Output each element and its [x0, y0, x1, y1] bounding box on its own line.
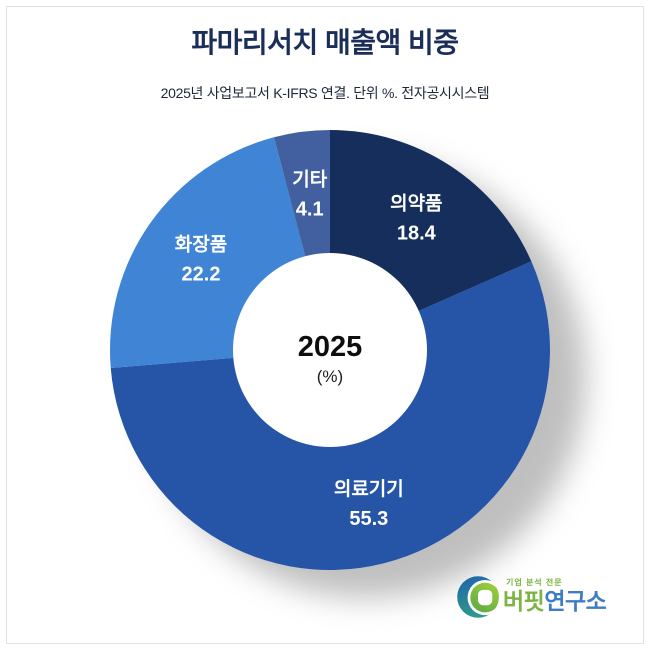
- slice-value: 4.1: [296, 198, 324, 220]
- slice-labels: 의약품 18.4 의료기기 55.3 화장품 22.2 기타 4.1: [175, 168, 443, 530]
- slice-value: 22.2: [182, 264, 221, 286]
- logo-name-green: 버핏: [503, 588, 545, 614]
- slice-label: 의료기기: [334, 478, 404, 500]
- center-unit-label: (%): [317, 367, 343, 386]
- center-year-label: 2025: [298, 331, 363, 363]
- buffett-lab-logo: 기업 분석 전문 버핏연구소: [456, 575, 607, 619]
- logo-name-blue: 연구소: [544, 588, 607, 614]
- slice-value: 18.4: [397, 223, 437, 245]
- slice-value: 55.3: [349, 508, 388, 530]
- logo-tagline: 기업 분석 전문: [506, 578, 563, 587]
- donut-hole: [233, 253, 427, 447]
- page-title: 파마리서치 매출액 비중: [191, 27, 459, 58]
- buffett-lab-logo-icon: [457, 576, 499, 618]
- slice-label: 기타: [292, 168, 327, 190]
- donut-slices: [110, 130, 551, 570]
- slice-label: 화장품: [175, 234, 227, 256]
- page-subtitle: 2025년 사업보고서 K-IFRS 연결. 단위 %. 전자공시시스템: [160, 85, 490, 101]
- slice-label: 의약품: [390, 193, 442, 215]
- logo-name: 버핏연구소: [503, 588, 607, 614]
